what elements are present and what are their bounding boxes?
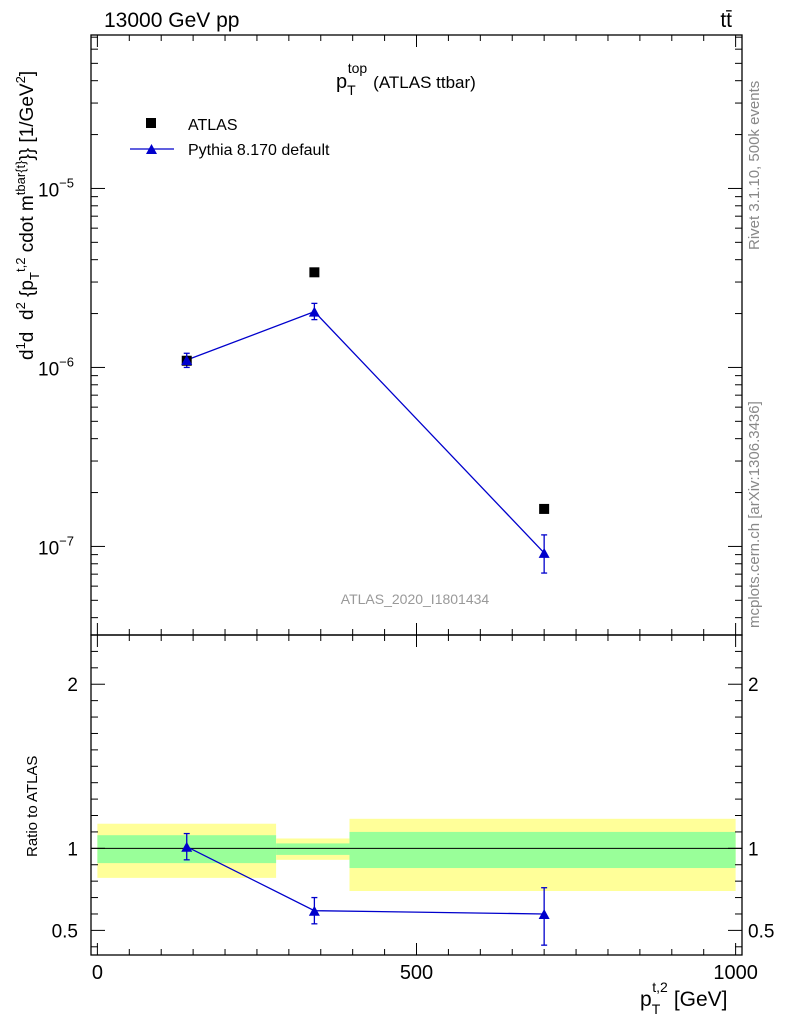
ratio-tick-label-right: 1: [748, 839, 759, 860]
ratio-panel: [91, 818, 742, 946]
data-point-1: [309, 267, 320, 278]
mc-point-0: [181, 355, 193, 366]
side-text-mcplots: mcplots.cern.ch [arXiv:1306.3436]: [746, 401, 763, 628]
x-tick-label: 1000: [713, 962, 758, 984]
chart-title: pTtop (ATLAS ttbar): [336, 60, 476, 98]
axes: 0 500 1000 10−7 10−6 10−5 0.5 0.5 1 1 2 2: [38, 35, 774, 984]
ratio-tick-label-right: 2: [748, 675, 759, 696]
title-sub: T: [347, 82, 356, 98]
x-axis-label: pTt,2[GeV]: [640, 979, 728, 1017]
x-tick-label: 500: [400, 962, 433, 984]
legend-data-label: ATLAS: [188, 117, 238, 134]
legend-mc-label: Pythia 8.170 default: [188, 142, 330, 159]
ratio-tick-label-right: 0.5: [748, 921, 774, 942]
y-tick-label: 10−6: [38, 354, 74, 380]
y-label-denominator: d2 {pTt,2 cdot mtbar{t}}} [1/GeV2]: [13, 71, 42, 320]
mc-line: [186, 310, 545, 554]
ratio-mc-point-1: [308, 905, 320, 916]
ratio-tick-label-left: 0.5: [52, 921, 78, 942]
ratio-frame: [90, 634, 743, 956]
ratio-mc-point-0: [181, 841, 193, 852]
title-rest: (ATLAS ttbar): [373, 73, 476, 92]
ratio-tick-label-left: 2: [67, 675, 78, 696]
legend-data-marker: [146, 118, 156, 128]
ratio-mc-point-2: [538, 908, 550, 919]
ratio-band-inner-1: [276, 843, 350, 855]
header-left-text: 13000 GeV pp: [104, 9, 239, 32]
main-panel: [181, 267, 550, 574]
y-axis-label: d1d d2 {pTt,2 cdot mtbar{t}}} [1/GeV2]: [13, 71, 42, 360]
ratio-band-inner-2: [349, 831, 736, 869]
header-right-text: tt̄: [720, 9, 732, 32]
plot-frames: [90, 34, 743, 956]
legend: ATLAS Pythia 8.170 default: [130, 117, 330, 159]
side-text-rivet: Rivet 3.1.10, 500k events: [746, 81, 763, 250]
svg-text:d1d: d1d: [13, 332, 38, 360]
title-main: p: [336, 71, 347, 93]
mc-point-1: [308, 306, 320, 317]
title-sup: top: [348, 60, 368, 76]
y-tick-label: 10−5: [38, 175, 74, 201]
x-tick-label: 0: [92, 962, 103, 984]
analysis-tag: ATLAS_2020_I1801434: [341, 591, 490, 607]
data-point-2: [539, 503, 550, 514]
legend-mc-marker: [146, 144, 157, 154]
y-tick-label: 10−7: [38, 533, 74, 559]
ratio-tick-label-left: 1: [67, 839, 78, 860]
mc-point-2: [538, 547, 550, 558]
ratio-y-label: Ratio to ATLAS: [24, 756, 41, 857]
